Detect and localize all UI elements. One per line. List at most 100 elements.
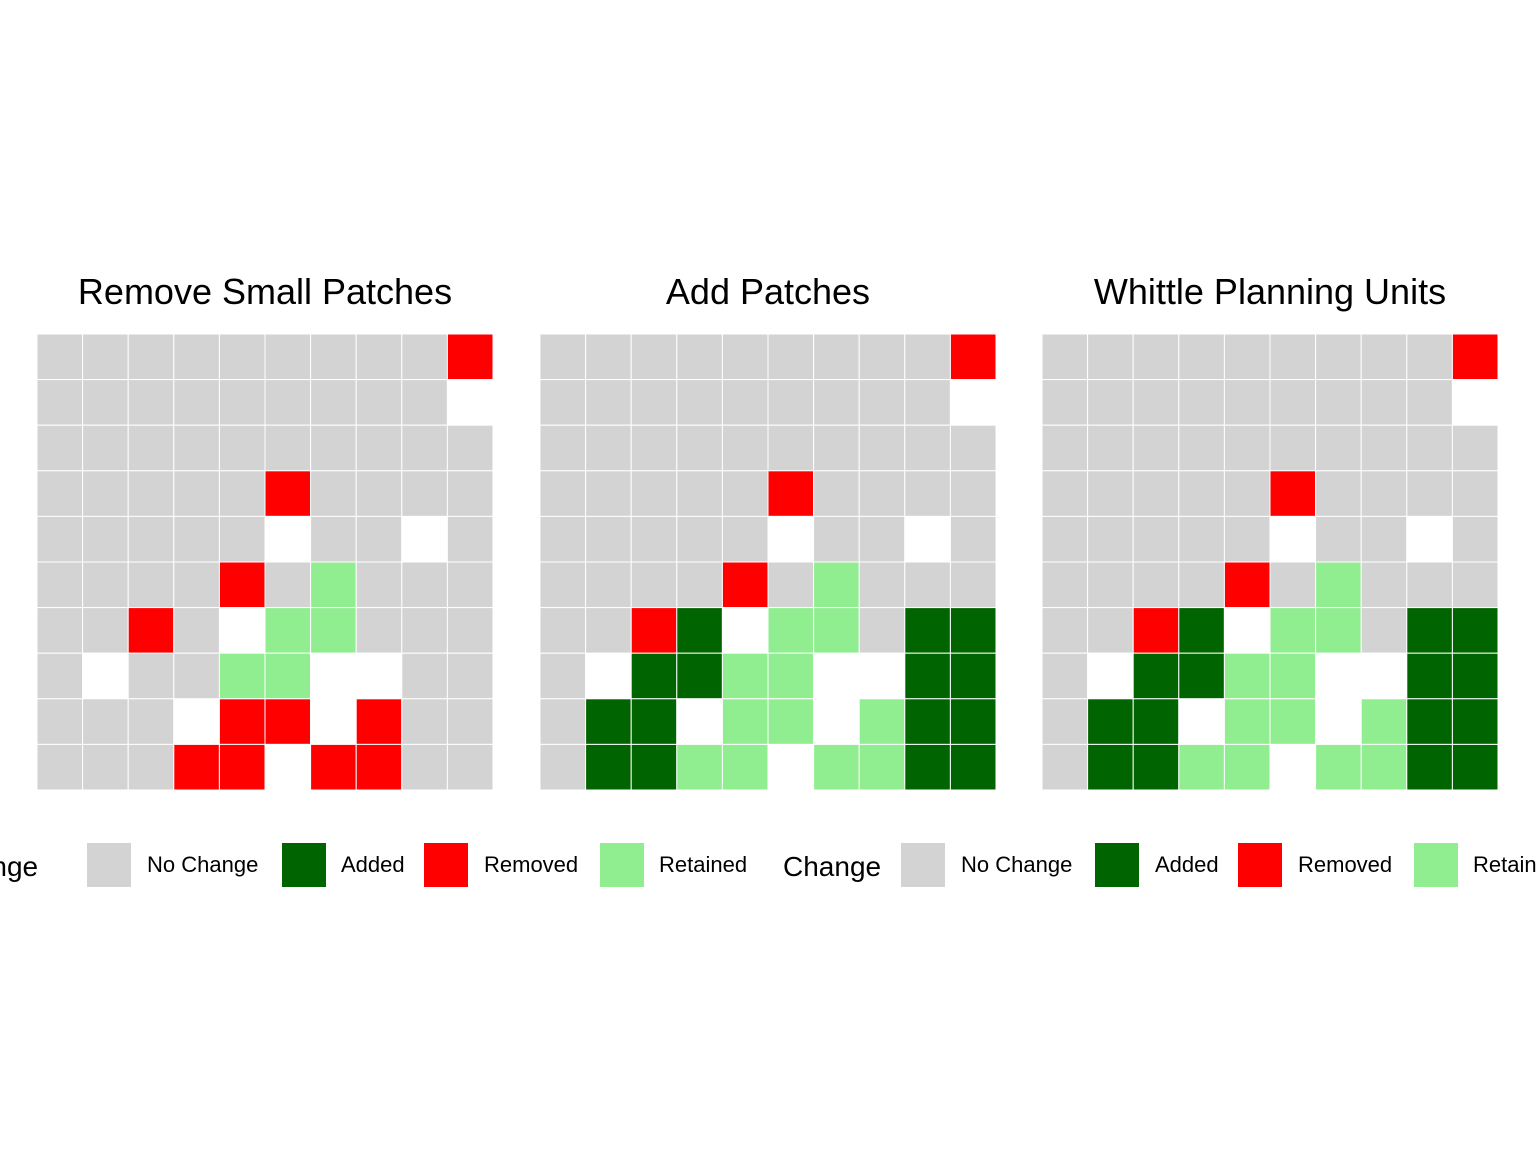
grid-cell-no-change (1042, 424, 1089, 472)
grid-cell-added (1451, 743, 1498, 790)
grid-cell-retained (264, 652, 312, 700)
grid-cell-no-change (37, 515, 84, 563)
grid-cell-no-change (630, 470, 678, 517)
grid-cell-retained (1269, 652, 1317, 700)
grid-cell-no-change (1042, 607, 1089, 654)
grid-cell-no-change (1087, 334, 1134, 381)
grid-cell-empty (355, 652, 403, 700)
grid-cell-no-change (1406, 379, 1453, 426)
grid-cell-no-change (446, 698, 493, 745)
grid-cell-no-change (540, 379, 587, 426)
grid-cell-retained (1269, 698, 1317, 745)
grid-cell-empty (1087, 652, 1134, 700)
grid-cell-removed (355, 698, 403, 745)
grid-cell-retained (310, 607, 357, 654)
grid-cell-no-change (813, 379, 860, 426)
legend-label: Removed (484, 852, 579, 877)
grid-cell-no-change (1269, 334, 1317, 381)
grid-cell-empty (585, 652, 632, 700)
grid-cell-retained (264, 607, 312, 654)
grid-cell-no-change (1132, 334, 1180, 381)
grid-cell-no-change (37, 698, 84, 745)
grid-cell-added (585, 698, 632, 745)
grid-cell-no-change (82, 515, 129, 563)
grid-cell-no-change (127, 698, 175, 745)
grid-cell-no-change (585, 470, 632, 517)
grid-cell-no-change (127, 561, 175, 609)
grid-cell-no-change (1269, 379, 1317, 426)
grid-cell-retained (1360, 698, 1408, 745)
grid-cell-no-change (1042, 698, 1089, 745)
grid-cell-no-change (1132, 515, 1180, 563)
grid-cell-no-change (401, 743, 448, 790)
grid-cell-no-change (1315, 379, 1362, 426)
grid-cell-no-change (1451, 470, 1498, 517)
grid-cell-no-change (446, 561, 493, 609)
grid-cell-added (1178, 607, 1225, 654)
legend-label: Retained (659, 852, 748, 877)
grid-cell-no-change (858, 470, 906, 517)
grid-cell-no-change (585, 334, 632, 381)
grid-cell-no-change (1178, 424, 1225, 472)
grid-cell-removed (127, 607, 175, 654)
grid-cell-no-change (767, 334, 815, 381)
grid-cell-added (1132, 652, 1180, 700)
grid-cell-empty (813, 698, 860, 745)
grid-cell-no-change (264, 379, 312, 426)
grid-cell-no-change (1315, 515, 1362, 563)
grid-cell-no-change (37, 561, 84, 609)
grid-cell-no-change (355, 379, 403, 426)
grid-cell-no-change (1178, 561, 1225, 609)
grid-cell-retained (1315, 561, 1362, 609)
grid-cell-no-change (721, 379, 769, 426)
grid-cell-added (949, 652, 996, 700)
grid-cell-no-change (173, 424, 220, 472)
grid-cell-no-change (540, 334, 587, 381)
grid-cell-retained (721, 743, 769, 790)
grid-cell-no-change (858, 334, 906, 381)
grid-cell-no-change (173, 561, 220, 609)
grid-cell-empty (310, 698, 357, 745)
grid-cell-removed (310, 743, 357, 790)
grid-cell-removed (446, 334, 493, 381)
grid-cell-no-change (1223, 334, 1271, 381)
grid-cell-no-change (82, 379, 129, 426)
grid-cell-empty (1360, 652, 1408, 700)
grid-cell-no-change (767, 424, 815, 472)
grid-cell-no-change (1178, 470, 1225, 517)
legend-label: Removed (1298, 852, 1393, 877)
grid-cell-no-change (401, 379, 448, 426)
grid-cell-no-change (813, 515, 860, 563)
grid-cell-added (630, 698, 678, 745)
grid-cell-no-change (355, 515, 403, 563)
grid-cell-no-change (1223, 515, 1271, 563)
grid-cell-no-change (37, 607, 84, 654)
grid-cell-empty (1451, 379, 1498, 426)
grid-cell-no-change (1178, 379, 1225, 426)
grid-cell-no-change (127, 652, 175, 700)
grid-cell-no-change (540, 743, 587, 790)
grid-cell-empty (949, 379, 996, 426)
grid-cell-no-change (355, 561, 403, 609)
grid-cell-no-change (585, 607, 632, 654)
grid-cell-empty (767, 743, 815, 790)
grid-cell-empty (767, 515, 815, 563)
grid-cell-no-change (264, 334, 312, 381)
grid-cell-added (1451, 607, 1498, 654)
grid-cell-added (1132, 698, 1180, 745)
grid-cell-empty (1178, 698, 1225, 745)
grid-cell-retained (1223, 698, 1271, 745)
grid-cell-no-change (1132, 561, 1180, 609)
grid-cell-no-change (676, 561, 723, 609)
panel-title: Add Patches (665, 271, 871, 312)
grid-cell-no-change (401, 470, 448, 517)
grid-cell-no-change (1087, 379, 1134, 426)
grid-cell-no-change (540, 561, 587, 609)
grid-cell-no-change (540, 515, 587, 563)
grid-cell-no-change (858, 379, 906, 426)
grid-cell-no-change (446, 743, 493, 790)
grid-cell-no-change (127, 515, 175, 563)
grid-cell-empty (218, 607, 266, 654)
grid-cell-no-change (540, 470, 587, 517)
heatmap-grid (37, 334, 493, 790)
